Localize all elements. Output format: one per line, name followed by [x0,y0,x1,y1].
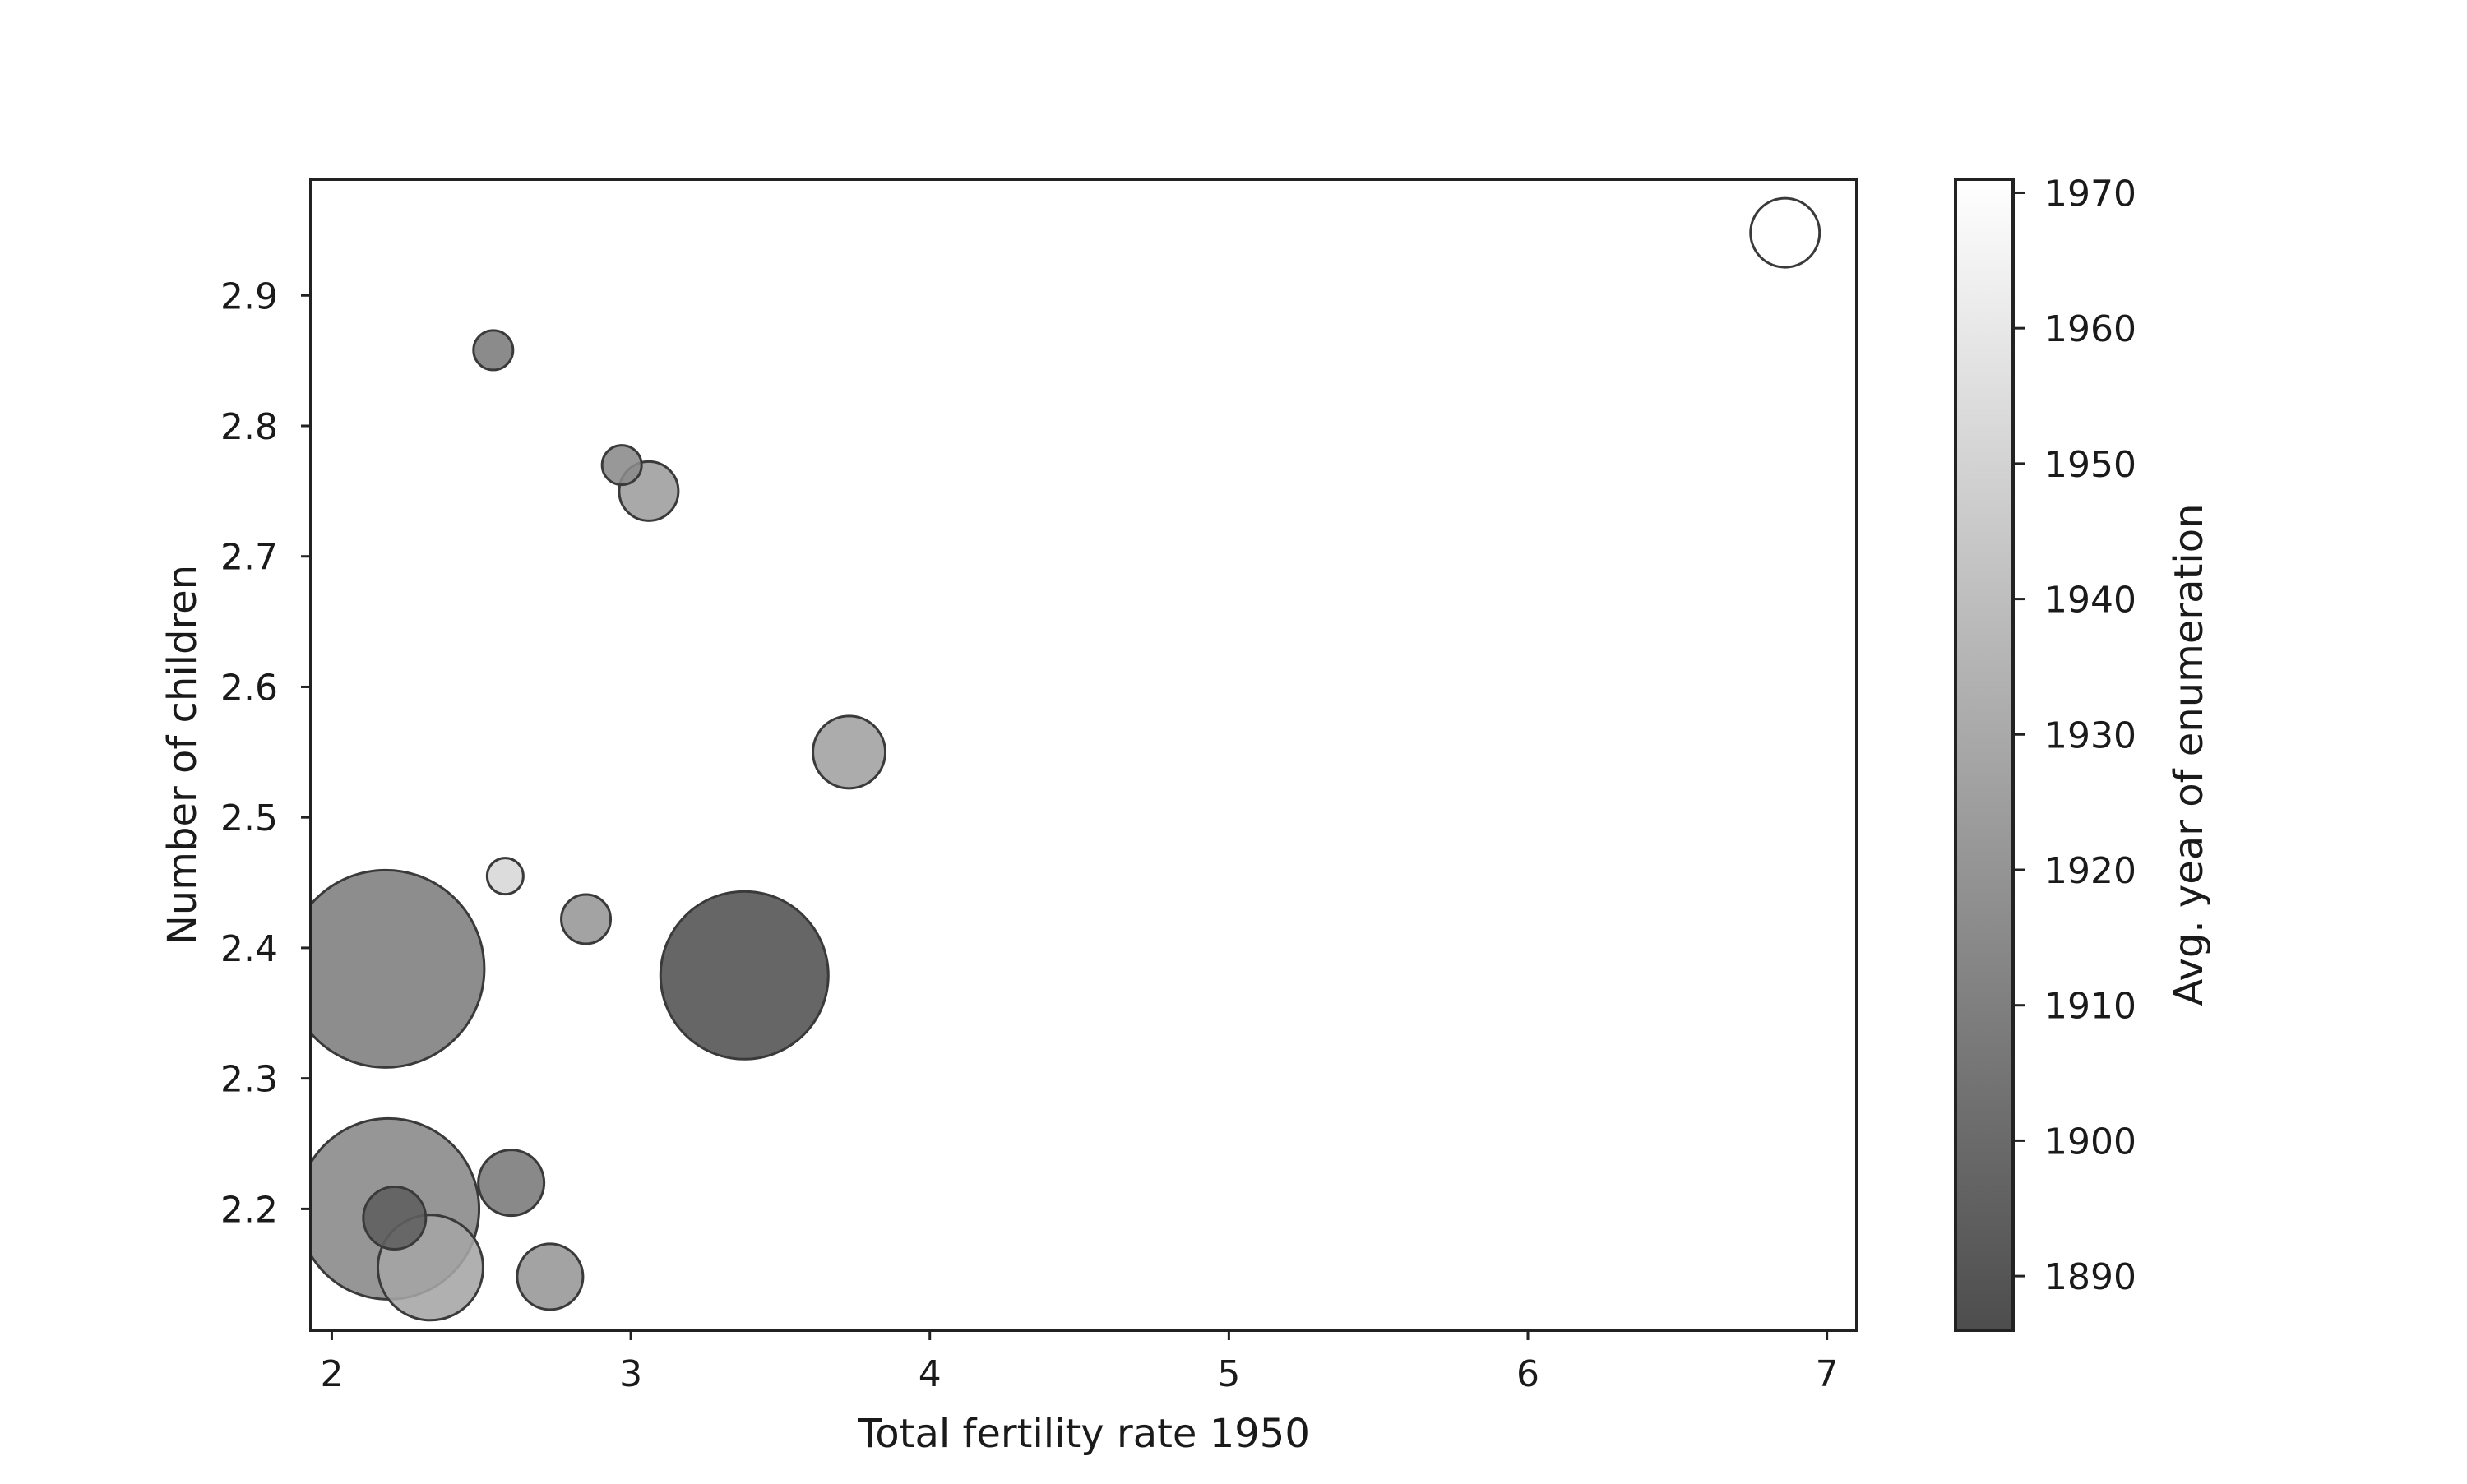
colorbar-tick-label: 1960 [2044,308,2136,350]
y-tick-label: 2.7 [220,537,278,579]
colorbar [1954,178,2015,1332]
y-tick-label: 2.6 [220,667,278,709]
colorbar-tick-label: 1950 [2044,444,2136,486]
x-tick-label: 4 [919,1353,942,1395]
scatter-point [600,444,643,487]
y-tick-label: 2.9 [220,275,278,317]
scatter-point [311,868,486,1069]
scatter-point [1749,196,1821,269]
y-axis-label: Number of children [160,565,206,945]
scatter-point [485,857,525,896]
colorbar-ticks: 1890 1900 1910 1920 1930 1940 1950 1960 1970 [2013,173,2136,1298]
y-tick-label: 2.4 [220,928,278,970]
colorbar-tick-label: 1910 [2044,986,2136,1028]
colorbar-label: Avg. year of enumeration [2166,503,2212,1006]
scatter-point [516,1242,585,1311]
x-tick-label: 3 [619,1353,642,1395]
plot-frame [309,178,1858,1332]
colorbar-tick-label: 1920 [2044,850,2136,892]
y-axis-ticks: 2.2 2.3 2.4 2.5 2.6 2.7 2.8 2.9 [220,275,311,1231]
x-axis-ticks: 2 3 4 5 6 7 [320,1330,1839,1395]
y-tick-label: 2.2 [220,1189,278,1231]
y-tick-label: 2.5 [220,797,278,839]
x-axis-label: Total fertility rate 1950 [857,1411,1310,1457]
scatter-point [477,1149,546,1218]
scatter-point [362,1185,428,1251]
x-tick-label: 2 [320,1353,343,1395]
y-tick-label: 2.3 [220,1059,278,1101]
scatter-points [311,196,1821,1322]
colorbar-tick-label: 1900 [2044,1121,2136,1163]
x-tick-label: 7 [1816,1353,1839,1395]
colorbar-tick-label: 1940 [2044,580,2136,622]
colorbar-tick-label: 1970 [2044,173,2136,215]
x-tick-label: 5 [1217,1353,1240,1395]
scatter-point [472,329,515,372]
scatter-point [560,893,613,945]
colorbar-tick-label: 1890 [2044,1256,2136,1298]
scatter-point [812,714,887,790]
colorbar-tick-label: 1930 [2044,714,2136,756]
x-tick-label: 6 [1516,1353,1539,1395]
scatter-point [659,890,830,1061]
y-tick-label: 2.8 [220,406,278,448]
